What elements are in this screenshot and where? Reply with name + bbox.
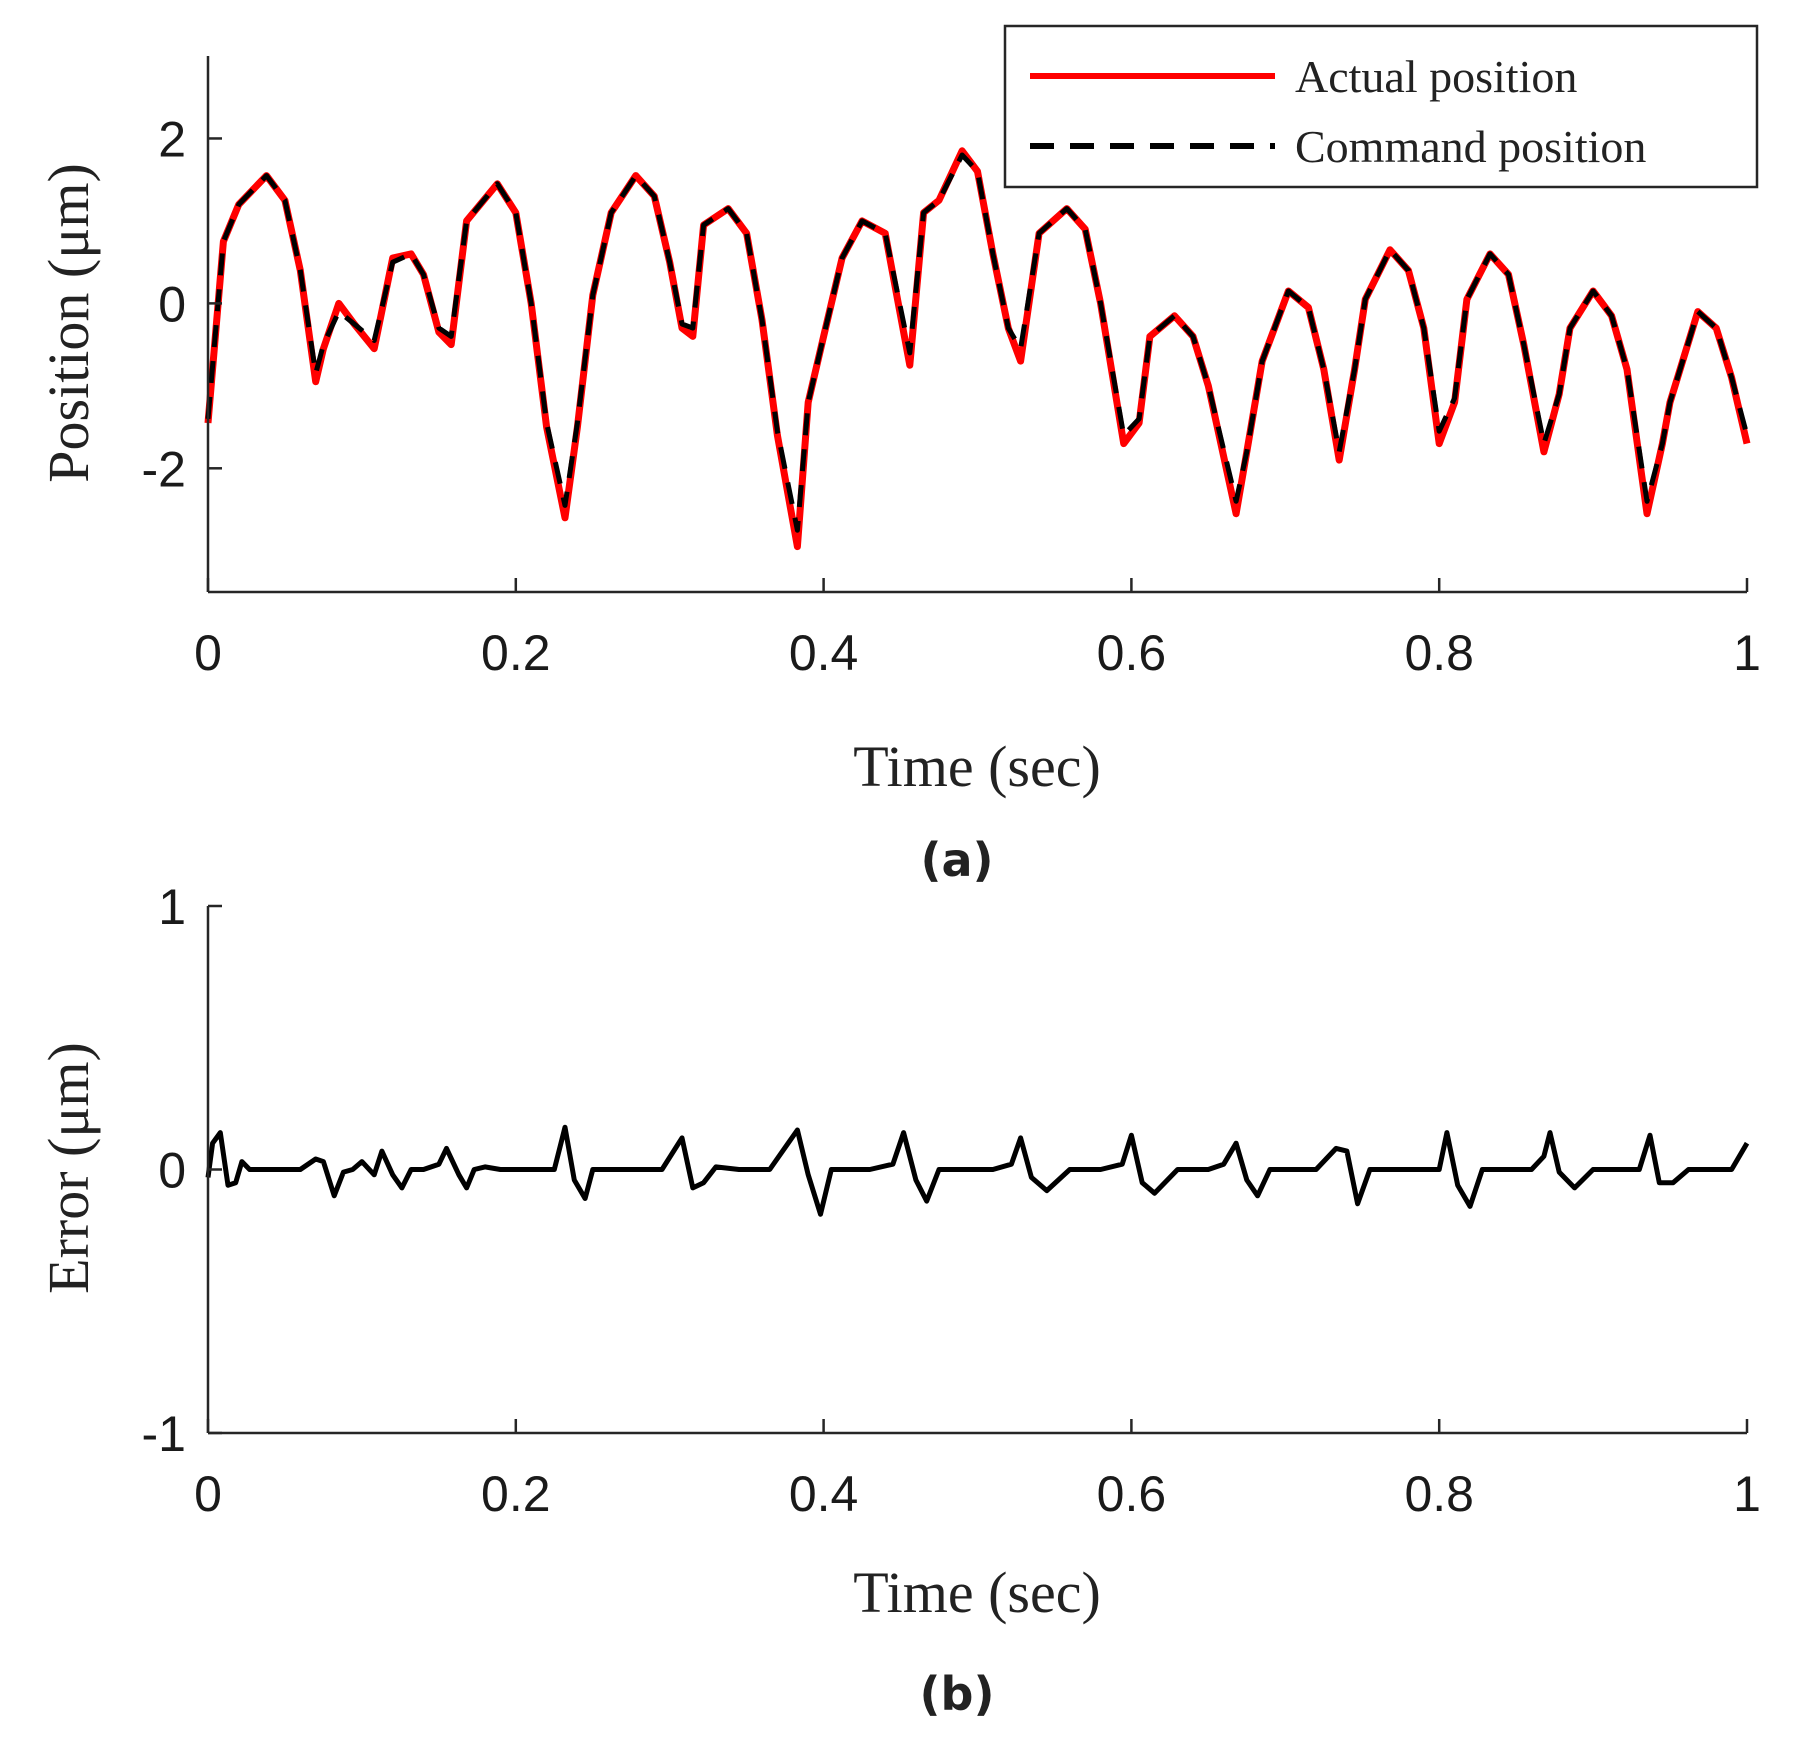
position-x-tick-label: 0 bbox=[194, 625, 222, 681]
legend-label-command: Command position bbox=[1295, 121, 1646, 172]
position-x-tick-label: 0.2 bbox=[481, 625, 551, 681]
error-chart-panel: 0 0.2 0.4 0.6 0.8 1 -101 Time (sec) Error (μm… bbox=[36, 879, 1761, 1721]
position-x-tick-label: 0.4 bbox=[789, 625, 859, 681]
position-x-axis-label: Time (sec) bbox=[853, 734, 1101, 799]
error-x-tick-label: 0.8 bbox=[1404, 1466, 1474, 1522]
error-x-tick-label: 0.6 bbox=[1097, 1466, 1167, 1522]
legend-label-actual: Actual position bbox=[1295, 51, 1577, 102]
panel-label-a: (a) bbox=[920, 833, 993, 887]
position-y-tick-label: -2 bbox=[142, 441, 186, 497]
error-x-tick-label: 0.4 bbox=[789, 1466, 859, 1522]
position-axes bbox=[206, 56, 1747, 594]
position-x-tick-label: 1 bbox=[1733, 625, 1761, 681]
position-y-axis-label: Position (μm) bbox=[36, 163, 101, 483]
position-series-line-1 bbox=[205, 152, 1750, 533]
position-x-tick-label: 0.8 bbox=[1404, 625, 1474, 681]
position-series-group bbox=[204, 147, 1751, 551]
error-y-tick-label: 0 bbox=[158, 1143, 186, 1199]
error-x-tick-label: 0 bbox=[194, 1466, 222, 1522]
error-y-ticks: -1 0 1 bbox=[142, 879, 222, 1462]
position-chart-panel: 0 0.2 0.4 0.6 0.8 1 -2 0 2 Time (sec) Position … bbox=[36, 24, 1761, 887]
error-series-group bbox=[205, 1124, 1750, 1217]
position-x-tick-label: 0.6 bbox=[1097, 625, 1167, 681]
error-y-tick-label: -1 bbox=[142, 1406, 186, 1462]
error-y-axis-label: Error (μm) bbox=[36, 1042, 101, 1294]
position-y-ticks: -2 0 2 bbox=[142, 111, 222, 497]
error-y-tick-label: 1 bbox=[158, 879, 186, 935]
error-x-tick-label: 1 bbox=[1733, 1466, 1761, 1522]
position-y-tick-label: 2 bbox=[158, 111, 186, 167]
legend: Actual position Command position bbox=[1003, 24, 1759, 189]
panel-label-b: (b) bbox=[920, 1667, 995, 1721]
legend-box bbox=[1003, 24, 1759, 189]
error-x-ticks: 0 0.2 0.4 0.6 0.8 1 bbox=[194, 1419, 1761, 1522]
position-y-tick-label: 0 bbox=[158, 276, 186, 332]
error-x-tick-label: 0.2 bbox=[481, 1466, 551, 1522]
error-x-axis-label: Time (sec) bbox=[853, 1560, 1101, 1625]
position-x-ticks: 0 0.2 0.4 0.6 0.8 1 bbox=[194, 578, 1761, 681]
position-series-line-0 bbox=[204, 147, 1751, 551]
error-series-line-0 bbox=[205, 1124, 1750, 1217]
